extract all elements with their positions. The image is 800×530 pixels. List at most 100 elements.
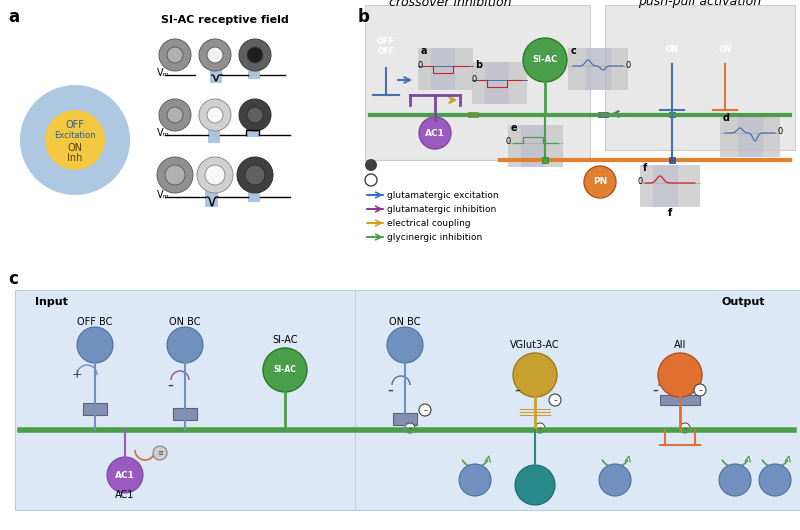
Text: PN: PN: [593, 178, 607, 187]
Text: glutamatergic inhibition: glutamatergic inhibition: [387, 205, 496, 214]
Circle shape: [157, 157, 193, 193]
Text: -: -: [553, 395, 557, 405]
Bar: [568, 48, 628, 90]
Bar: [173, 408, 197, 420]
Circle shape: [387, 327, 423, 363]
Text: 0: 0: [626, 60, 630, 69]
Text: glutamatergic excitation: glutamatergic excitation: [387, 190, 498, 199]
Circle shape: [365, 174, 377, 186]
Text: d: d: [723, 113, 730, 123]
Circle shape: [197, 157, 233, 193]
Text: -: -: [698, 385, 702, 395]
Bar: [468, 112, 478, 117]
Text: -: -: [683, 423, 686, 433]
Bar: [210, 67, 222, 83]
Circle shape: [419, 404, 431, 416]
Circle shape: [549, 394, 561, 406]
Text: -: -: [538, 423, 542, 433]
Text: AC1: AC1: [115, 490, 134, 500]
Circle shape: [153, 446, 167, 460]
Circle shape: [535, 423, 545, 433]
Circle shape: [205, 165, 225, 185]
Circle shape: [167, 107, 183, 123]
Text: c: c: [571, 46, 577, 56]
Text: -: -: [514, 381, 520, 399]
Bar: [15, 290, 355, 510]
Text: glycinergic inhibition: glycinergic inhibition: [387, 233, 482, 242]
Text: OFF: OFF: [66, 120, 85, 130]
Text: 0: 0: [418, 60, 422, 69]
Circle shape: [247, 47, 263, 63]
Circle shape: [167, 327, 203, 363]
Text: a: a: [8, 8, 19, 26]
Bar: [393, 413, 417, 425]
Text: -: -: [423, 405, 427, 415]
Text: 0: 0: [778, 128, 782, 137]
Text: a: a: [421, 46, 427, 56]
Text: ON: ON: [666, 46, 678, 55]
Text: Inh: Inh: [67, 153, 82, 163]
Text: f: f: [643, 163, 647, 173]
Text: OFF: OFF: [378, 48, 394, 57]
Ellipse shape: [375, 38, 397, 66]
Circle shape: [658, 353, 702, 397]
Text: b: b: [475, 60, 482, 70]
Circle shape: [107, 457, 143, 493]
Circle shape: [247, 107, 263, 123]
Text: crossover inhibition: crossover inhibition: [389, 0, 511, 8]
Circle shape: [239, 39, 271, 71]
Bar: [431, 48, 455, 90]
Text: e: e: [511, 123, 518, 133]
Text: c: c: [8, 270, 18, 288]
Circle shape: [207, 107, 223, 123]
Circle shape: [523, 38, 567, 82]
Bar: [472, 62, 527, 104]
Bar: [248, 71, 260, 79]
Text: SI-AC receptive field: SI-AC receptive field: [161, 15, 289, 25]
Bar: [669, 112, 675, 117]
Circle shape: [719, 464, 751, 496]
Bar: [355, 290, 800, 510]
Text: AC1: AC1: [115, 471, 135, 480]
Text: push-pull activation: push-pull activation: [638, 0, 762, 8]
Bar: [598, 112, 608, 117]
Text: VGlut3-AC: VGlut3-AC: [510, 340, 560, 350]
Text: +: +: [72, 368, 82, 382]
Circle shape: [419, 117, 451, 149]
Circle shape: [165, 165, 185, 185]
Circle shape: [459, 464, 491, 496]
Text: Output: Output: [722, 297, 765, 307]
Text: ON: ON: [718, 46, 731, 55]
Circle shape: [199, 99, 231, 131]
Text: -: -: [167, 376, 173, 394]
Circle shape: [263, 348, 307, 392]
Text: ON BC: ON BC: [390, 317, 421, 327]
Bar: [208, 127, 220, 143]
Text: AII: AII: [674, 340, 686, 350]
Circle shape: [77, 327, 113, 363]
Bar: [653, 165, 678, 207]
Circle shape: [405, 423, 415, 433]
Text: -: -: [652, 381, 658, 399]
Circle shape: [515, 465, 555, 505]
Text: Excitation: Excitation: [54, 130, 96, 139]
Bar: [586, 48, 611, 90]
Bar: [418, 48, 473, 90]
Circle shape: [759, 464, 791, 496]
Text: electrical coupling: electrical coupling: [387, 218, 470, 227]
Circle shape: [20, 85, 130, 195]
Text: OFF BC: OFF BC: [78, 317, 113, 327]
Bar: [605, 5, 795, 150]
Text: Vₘ: Vₘ: [157, 128, 170, 138]
Circle shape: [167, 47, 183, 63]
Circle shape: [237, 157, 273, 193]
Circle shape: [199, 39, 231, 71]
Bar: [738, 115, 763, 157]
Bar: [508, 125, 563, 167]
Text: -: -: [408, 423, 412, 433]
Bar: [205, 187, 218, 207]
Text: ON: ON: [67, 143, 82, 153]
Circle shape: [159, 99, 191, 131]
Bar: [521, 125, 545, 167]
Bar: [640, 165, 700, 207]
